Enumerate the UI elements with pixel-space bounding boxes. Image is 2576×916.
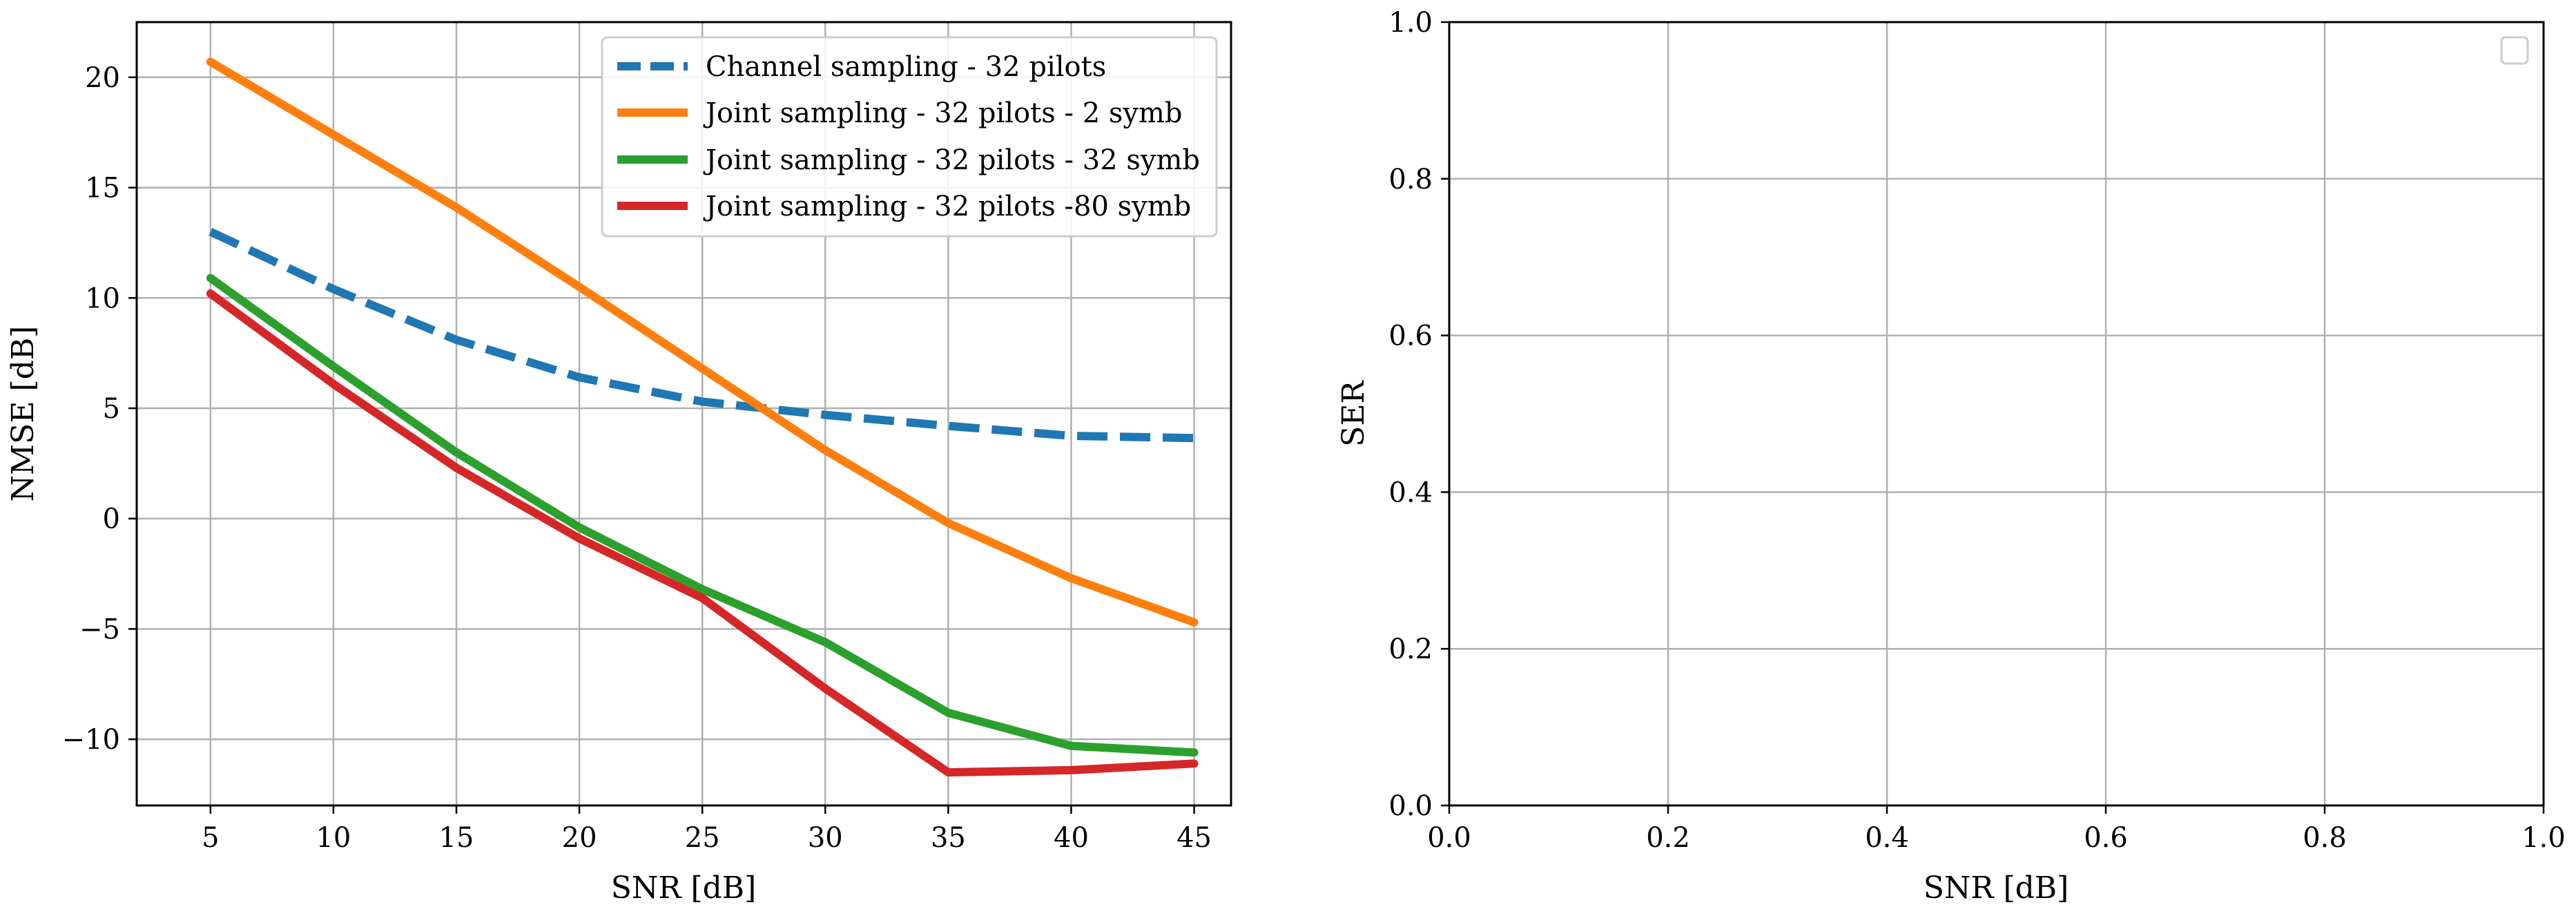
- nmse-y-tick-label: 15: [85, 173, 120, 204]
- nmse-x-tick-label: 45: [1176, 822, 1212, 854]
- nmse-x-tick-label: 15: [439, 822, 474, 854]
- nmse-x-tick-label: 10: [316, 822, 351, 854]
- nmse-series-line-0: [209, 228, 1194, 443]
- ser-x-tick-label: 0.6: [2084, 822, 2128, 854]
- nmse-y-tick-label: 20: [85, 62, 120, 94]
- nmse-y-tick-label: −5: [79, 613, 120, 645]
- nmse-series-line-2: [206, 274, 1199, 757]
- nmse-x-tick-label: 5: [202, 822, 219, 854]
- ser-chart: 0.0 0.2 0.4 0.6 0.8 1.0 0.0 0.2 0.4 0.6 0.8 1.0 SNR…: [1336, 7, 2566, 906]
- ser-x-tick-label: 0.8: [2303, 822, 2347, 854]
- ser-x-tick-label: 0.4: [1865, 822, 1909, 854]
- legend-label-joint-2-symb: Joint sampling - 32 pilots - 2 symb: [703, 97, 1183, 129]
- nmse-legend-box: [601, 36, 1218, 238]
- ser-x-tick-label: 0.2: [1646, 822, 1690, 854]
- ser-y-axis-label: SER: [1336, 379, 1371, 446]
- ser-y-tick-label: 0.6: [1388, 321, 1433, 352]
- nmse-y-tick-label: 10: [85, 283, 120, 314]
- nmse-legend: Channel sampling - 32 pilots Joint sampl…: [601, 36, 1218, 238]
- nmse-x-tick-label: 40: [1054, 822, 1089, 854]
- ser-ticks: 0.0 0.2 0.4 0.6 0.8 1.0 0.0 0.2 0.4 0.6 0.8 1.0: [1388, 7, 2565, 854]
- ser-empty-legend-box: [2500, 36, 2529, 65]
- ser-x-axis-label: SNR [dB]: [1924, 870, 2069, 906]
- nmse-x-tick-label: 25: [685, 822, 720, 854]
- nmse-plot-frame: [135, 21, 1232, 807]
- ser-x-tick-label: 1.0: [2521, 822, 2566, 854]
- ser-plot-frame: [1448, 21, 2545, 807]
- nmse-ticks: 5 10 15 20 25 30 35 40 45 −10 −5 0 5 10 15 20: [62, 62, 1212, 854]
- nmse-y-tick-label: −10: [62, 724, 120, 756]
- nmse-x-tick-label: 35: [931, 822, 966, 854]
- legend-label-joint-80-symb: Joint sampling - 32 pilots -80 symb: [703, 191, 1191, 222]
- ser-y-tick-label: 1.0: [1388, 7, 1433, 39]
- nmse-x-tick-label: 20: [562, 822, 597, 854]
- nmse-y-tick-label: 0: [103, 504, 120, 535]
- ser-x-tick-label: 0.0: [1427, 822, 1471, 854]
- ser-y-tick-label: 0.8: [1388, 164, 1433, 195]
- legend-label-joint-32-symb: Joint sampling - 32 pilots - 32 symb: [703, 144, 1200, 176]
- nmse-x-tick-label: 30: [808, 822, 843, 854]
- nmse-series-lines: [206, 57, 1199, 777]
- nmse-y-axis-label: NMSE [dB]: [6, 326, 41, 502]
- nmse-x-axis-label: SNR [dB]: [611, 870, 757, 906]
- ser-y-tick-label: 0.4: [1388, 477, 1433, 508]
- ser-y-tick-label: 0.2: [1388, 633, 1433, 665]
- nmse-series-line-1: [206, 57, 1199, 627]
- nmse-y-tick-label: 5: [103, 393, 120, 425]
- nmse-series-line-3: [206, 289, 1199, 777]
- ser-y-tick-label: 0.0: [1388, 790, 1433, 822]
- legend-label-channel-sampling: Channel sampling - 32 pilots: [706, 51, 1106, 83]
- ser-plot-background: [1449, 22, 2544, 805]
